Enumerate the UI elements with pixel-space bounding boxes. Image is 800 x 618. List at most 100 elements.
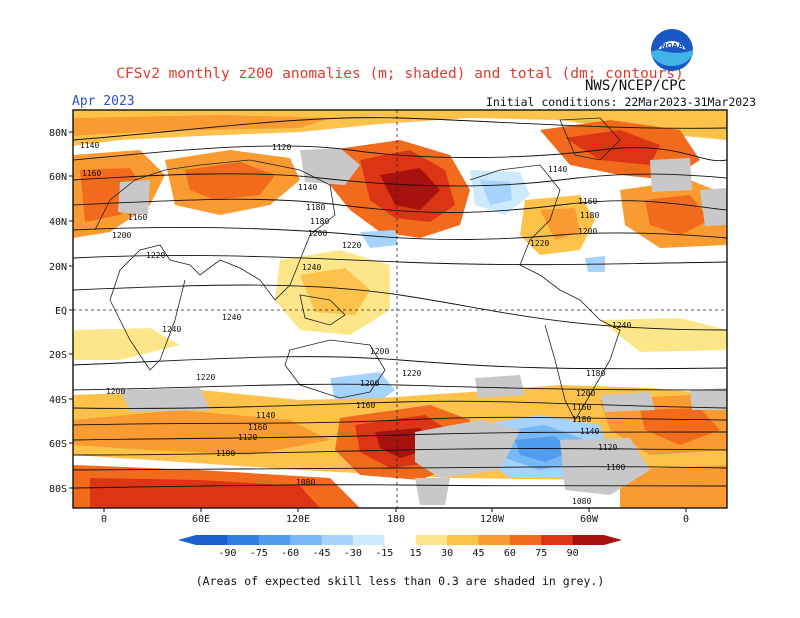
colorbar-swatch	[478, 535, 511, 545]
contour-label: 1140	[548, 165, 567, 174]
lat-label: 60N	[49, 172, 67, 183]
lat-label: 80N	[49, 128, 67, 139]
lat-label: 40N	[49, 217, 67, 228]
colorbar-tick-label: -15	[375, 548, 393, 559]
footnote: (Areas of expected skill less than 0.3 a…	[195, 574, 605, 588]
contour-label: 1180	[572, 415, 591, 424]
coastlines	[94, 117, 621, 421]
noaa-logo-icon: NOAA	[651, 29, 693, 71]
lat-label: 80S	[49, 484, 67, 495]
contour-label: 1240	[612, 321, 631, 330]
contour-label: 1220	[530, 239, 549, 248]
lat-label: 60S	[49, 439, 67, 450]
lat-label: EQ	[55, 306, 67, 317]
contour-label: 1200	[576, 389, 595, 398]
colorbar-right-arrow	[604, 535, 622, 545]
figure-title: CFSv2 monthly z200 anomalies (m; shaded)…	[116, 66, 684, 82]
contour-label: 1160	[356, 401, 375, 410]
contour-label: 1160	[128, 213, 147, 222]
contour-label: 1120	[238, 433, 257, 442]
contour-label: 1200	[308, 229, 327, 238]
lon-label: 180	[387, 514, 405, 525]
colorbar-tick-label: -60	[281, 548, 299, 559]
lat-label: 20N	[49, 262, 67, 273]
contour-label: 1140	[580, 427, 599, 436]
contour-label: 1220	[402, 369, 421, 378]
colorbar-swatch	[384, 535, 417, 545]
lon-label: 0	[683, 514, 689, 525]
contour-label: 1140	[298, 183, 317, 192]
lon-label: 120E	[286, 514, 310, 525]
contour-label: 1100	[606, 463, 625, 472]
latitude-labels: 80N 60N 40N 20N EQ 20S 40S 60S 80S	[49, 128, 67, 495]
colorbar-tick-label: 45	[472, 548, 484, 559]
contour-label: 1240	[222, 313, 241, 322]
longitude-labels: 0 60E 120E 180 120W 60W 0	[101, 514, 689, 525]
contour-label-group: 1140 1120 1160 1140 1180 1160 1200 1180 …	[80, 141, 631, 506]
colorbar-swatch	[541, 535, 574, 545]
lon-label: 120W	[480, 514, 505, 525]
contour-label: 1200	[106, 387, 125, 396]
contour-label: 1100	[216, 449, 235, 458]
logo-text: NOAA	[661, 42, 684, 50]
colorbar-tick-label: -45	[313, 548, 331, 559]
latitude-ticks	[69, 131, 73, 489]
contour-label: 1120	[598, 443, 617, 452]
contour-label: 1160	[248, 423, 267, 432]
lon-label: 0	[101, 514, 107, 525]
contour-label: 1220	[146, 251, 165, 260]
colorbar-swatch	[196, 535, 228, 545]
colorbar-swatch	[352, 535, 385, 545]
longitude-ticks	[103, 508, 687, 512]
colorbar-swatch	[290, 535, 323, 545]
contour-label: 1180	[580, 211, 599, 220]
lat-label: 40S	[49, 395, 67, 406]
colorbar-swatch	[447, 535, 479, 545]
contour-label: 1220	[196, 373, 215, 382]
colorbar-left-arrow	[178, 535, 196, 545]
colorbar-tick-label: -75	[250, 548, 268, 559]
contour-label: 1240	[302, 263, 321, 272]
forecast-month: Apr 2023	[72, 94, 135, 109]
initial-conditions: Initial conditions: 22Mar2023-31Mar2023	[486, 95, 757, 109]
colorbar-tick-label: -90	[218, 548, 236, 559]
contour-label: 1080	[296, 478, 315, 487]
anomaly-shading	[73, 110, 727, 508]
colorbar-tick-label: -30	[344, 548, 362, 559]
colorbar-tick-label: 75	[535, 548, 547, 559]
map-frame	[72, 109, 728, 509]
contour-label: 1080	[572, 497, 591, 506]
lat-label: 20S	[49, 350, 67, 361]
colorbar-swatch	[321, 535, 354, 545]
contour-label: 1160	[572, 403, 591, 412]
contour-label: 1200	[360, 379, 379, 388]
colorbar-tick-label: 90	[567, 548, 579, 559]
height-contours	[73, 117, 727, 489]
contour-label: 1120	[272, 143, 291, 152]
colorbar-tick-label: 60	[504, 548, 516, 559]
contour-label: 1180	[586, 369, 605, 378]
colorbar-tick-label: 30	[441, 548, 453, 559]
contour-label: 1200	[578, 227, 597, 236]
contour-label: 1140	[80, 141, 99, 150]
colorbar-swatch	[258, 535, 291, 545]
colorbar-tick-label: 15	[410, 548, 422, 559]
contour-label: 1180	[306, 203, 325, 212]
contour-label: 1220	[342, 241, 361, 250]
colorbar-swatch	[572, 535, 605, 545]
contour-label: 1140	[256, 411, 275, 420]
lon-label: 60W	[580, 514, 599, 525]
lon-label: 60E	[192, 514, 210, 525]
source-label: NWS/NCEP/CPC	[585, 78, 687, 94]
colorbar-swatch	[227, 535, 260, 545]
contour-label: 1200	[370, 347, 389, 356]
contour-label: 1200	[112, 231, 131, 240]
contour-label: 1240	[162, 325, 181, 334]
colorbar: -90 -75 -60 -45 -30 -15 15 30 45 60 75 90	[178, 535, 622, 559]
colorbar-swatch	[415, 535, 448, 545]
contour-label: 1160	[82, 169, 101, 178]
contour-label: 1160	[578, 197, 597, 206]
colorbar-swatch	[509, 535, 542, 545]
contour-label: 1180	[310, 217, 329, 226]
